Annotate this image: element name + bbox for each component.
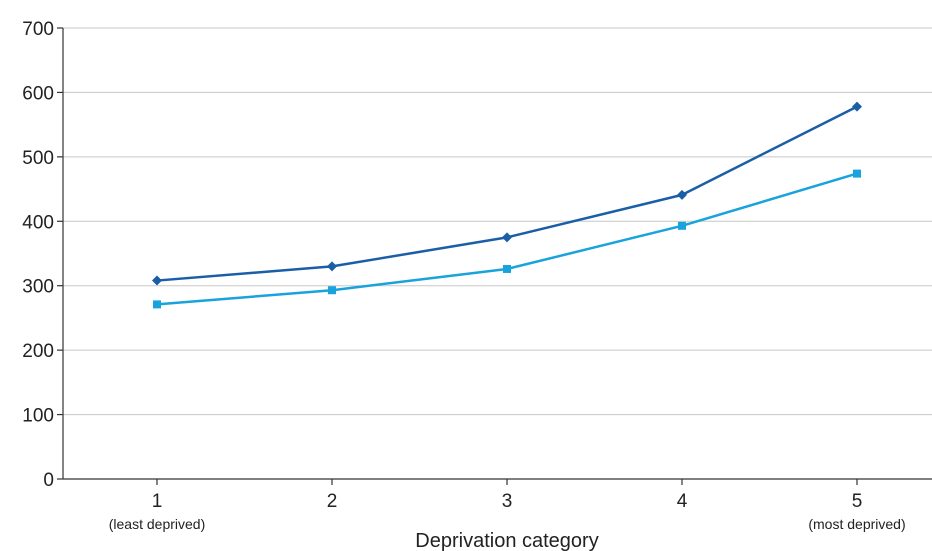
series-1-point (852, 101, 862, 112)
y-tick-label: 600 (22, 83, 54, 104)
x-tick-labels: 1 (least deprived) 2 3 4 5 (most deprived) (109, 491, 906, 532)
x-tick-label: 1 (152, 491, 163, 512)
gridlines (63, 27, 932, 416)
y-tick-label: 100 (22, 406, 54, 427)
x-tick-sublabel: (most deprived) (808, 516, 905, 532)
y-tick-label: 0 (43, 470, 54, 491)
series-1-line (156, 105, 858, 282)
series-2-point (853, 169, 861, 178)
series-lines (152, 101, 862, 309)
series-2-point (153, 300, 161, 309)
x-tick-label: 4 (677, 491, 688, 512)
y-tick-label: 300 (22, 277, 54, 298)
y-tick-label: 400 (22, 212, 54, 233)
series-2-point (328, 286, 336, 295)
x-tick-label: 3 (502, 491, 513, 512)
y-tick-label: 500 (22, 148, 54, 169)
series-1-point (327, 261, 337, 272)
series-1-point (152, 275, 162, 286)
y-tick-label: 200 (22, 341, 54, 362)
axes (57, 27, 932, 485)
y-tick-label: 700 (22, 19, 54, 40)
y-tick-labels: 0 100 200 300 400 500 600 700 (22, 19, 54, 491)
x-tick-label: 2 (327, 491, 338, 512)
series-2-point (503, 264, 511, 273)
series-2-point (678, 221, 686, 230)
series-1-point (502, 232, 512, 243)
x-tick-sublabel: (least deprived) (109, 516, 206, 532)
x-tick-label: 5 (852, 491, 863, 512)
series-1-point (677, 189, 687, 200)
x-axis-title: Deprivation category (415, 530, 598, 551)
